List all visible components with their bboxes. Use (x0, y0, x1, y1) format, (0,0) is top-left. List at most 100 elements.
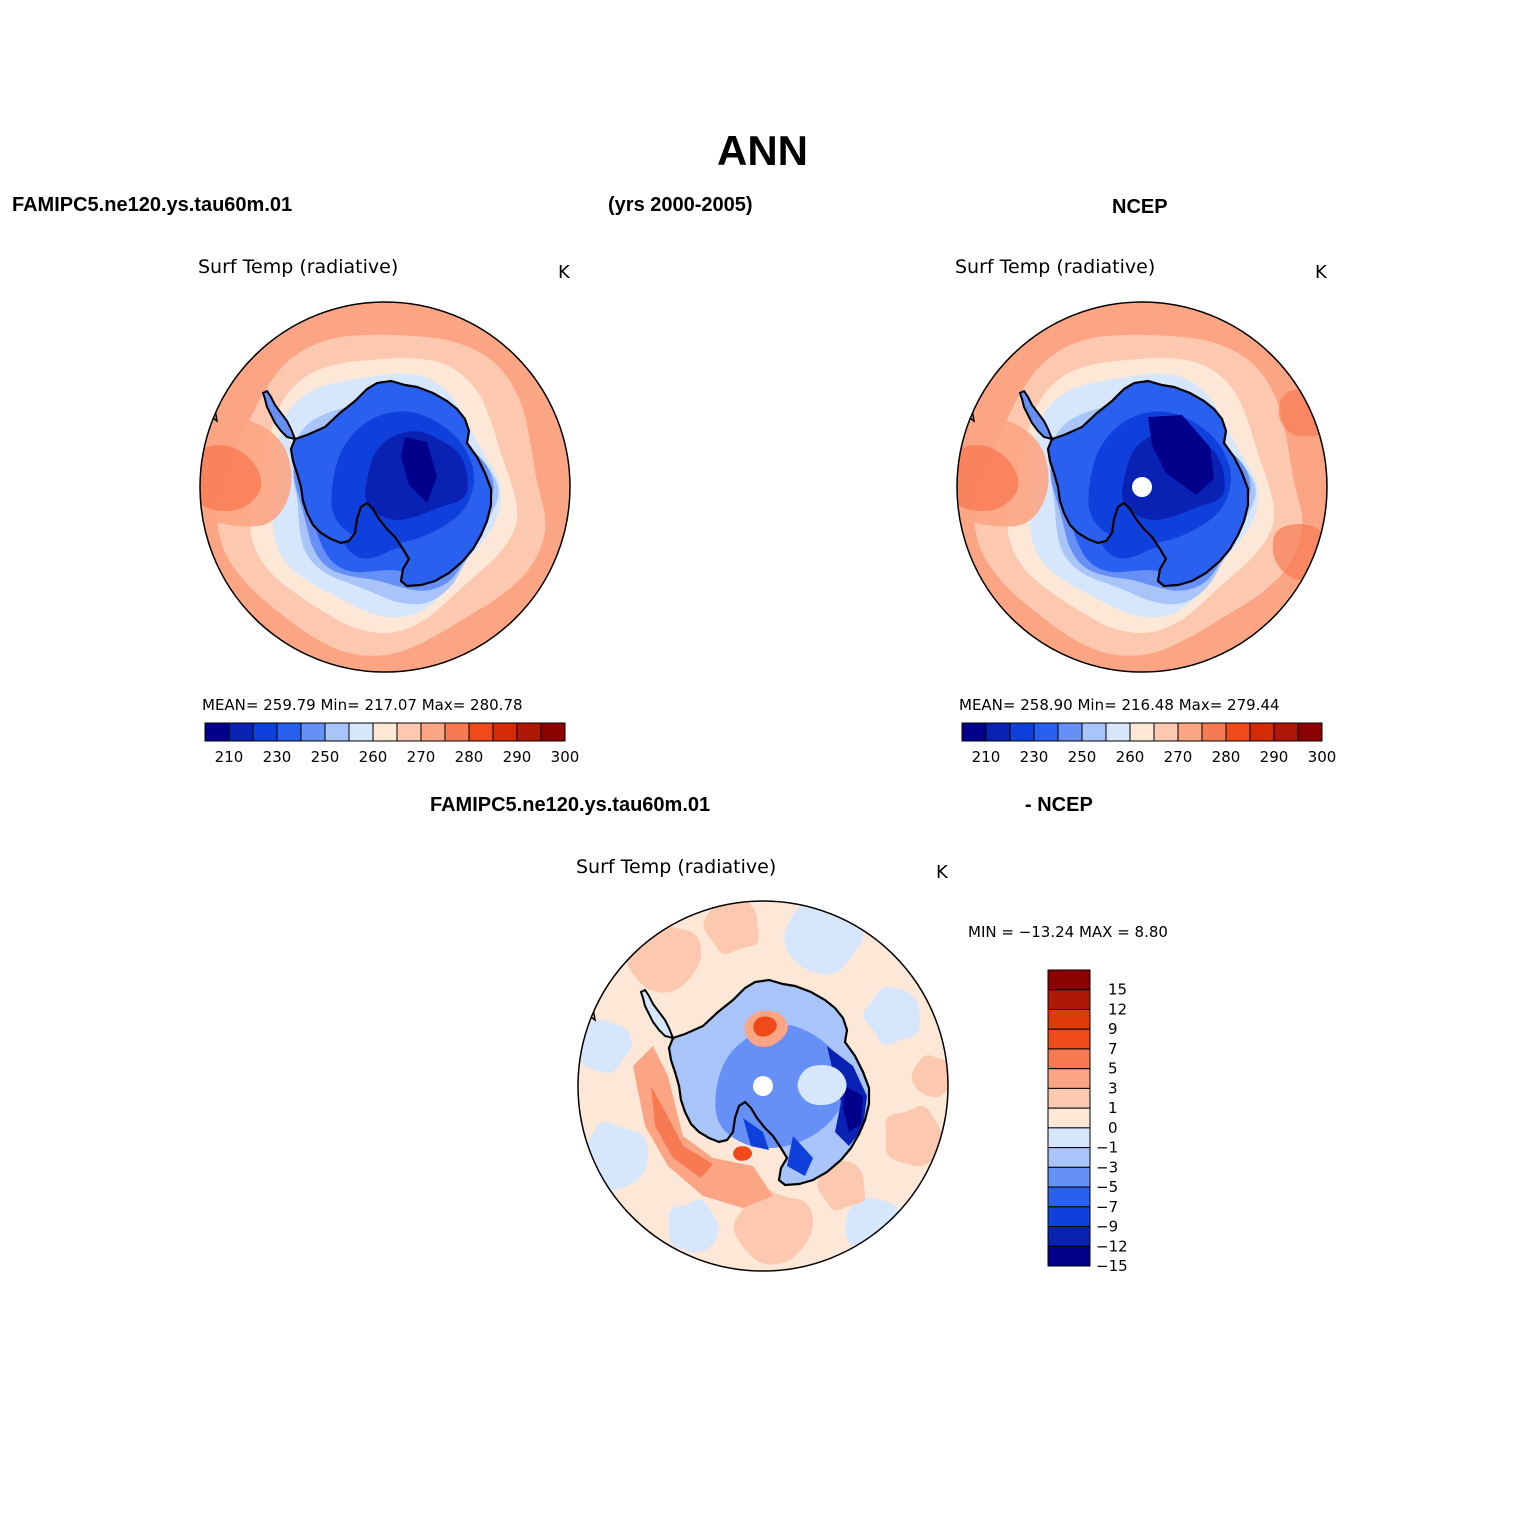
colorbar-swatch (252, 722, 278, 742)
colorbar-tick-label: 300 (1308, 748, 1337, 766)
field-warm-band (633, 1046, 773, 1208)
field-warm-core (200, 445, 262, 512)
colorbar-swatch (396, 722, 422, 742)
pole-missing-data (1132, 477, 1152, 497)
colorbar-swatch (420, 722, 446, 742)
field-cold-core (743, 1118, 769, 1150)
case-name-label: FAMIPC5.ne120.ys.tau60m.01 (12, 194, 293, 216)
colorbar-swatch (1047, 1226, 1091, 1247)
field-patch (703, 901, 759, 955)
field-warm-core (957, 445, 1019, 512)
page-title: ANN (717, 127, 808, 174)
coastline-peninsula (261, 389, 297, 441)
coastline (289, 379, 493, 588)
colorbar-swatch (228, 722, 254, 742)
colorbar-swatch (1057, 722, 1083, 742)
panel1-colorbar: 210 230 250 260 270 280 290 300 (204, 722, 579, 766)
colorbar-swatch (300, 722, 326, 742)
colorbar-swatch (985, 722, 1011, 742)
colorbar-swatch (204, 722, 230, 742)
colorbar-swatch (1129, 722, 1155, 742)
map-field (200, 302, 570, 672)
colorbar-swatch (1201, 722, 1227, 742)
colorbar-swatch (1009, 722, 1035, 742)
colorbar-tick-label: 7 (1108, 1040, 1118, 1058)
colorbar-swatch (1033, 722, 1059, 742)
years-label: (yrs 2000-2005) (608, 194, 753, 216)
panel1-unit: K (558, 262, 570, 283)
field-peninsula (641, 990, 673, 1038)
field-cold-core (787, 1136, 813, 1176)
diff-case-label: FAMIPC5.ne120.ys.tau60m.01 (430, 794, 711, 816)
colorbar-tick-label: 5 (1108, 1060, 1118, 1078)
panel3-unit: K (936, 862, 948, 883)
colorbar-swatch (1047, 1068, 1091, 1089)
colorbar-swatch (1047, 1087, 1091, 1109)
colorbar-swatch (1047, 989, 1091, 1010)
coastline (1046, 379, 1250, 588)
field-patch (863, 987, 920, 1045)
colorbar-swatch (1047, 1245, 1091, 1267)
colorbar-tick-label: 260 (359, 748, 388, 766)
colorbar-swatch (276, 722, 302, 742)
field-cold-max (843, 1086, 863, 1132)
map-field (578, 901, 948, 1271)
field-patch (817, 1160, 866, 1211)
map-rim (199, 301, 571, 673)
colorbar-tick-label: 250 (311, 748, 340, 766)
diff-obs-label: - NCEP (1025, 794, 1093, 816)
field-patch (578, 1019, 632, 1073)
colorbar-swatch (1225, 722, 1251, 742)
colorbar-swatch (348, 722, 374, 742)
colorbar-tick-label: 290 (1260, 748, 1289, 766)
colorbar-tick-label: 290 (503, 748, 532, 766)
colorbar-swatch (1047, 1166, 1091, 1188)
colorbar-swatch (1047, 1186, 1091, 1208)
field-peninsula (263, 391, 295, 439)
field-cold-interior (715, 1024, 848, 1149)
field-patch (885, 1105, 943, 1167)
colorbar-tick-label: 280 (1212, 748, 1241, 766)
panel2-stats: MEAN= 258.90 Min= 216.48 Max= 279.44 (959, 696, 1280, 714)
colorbar-swatch (1081, 722, 1107, 742)
colorbar-swatch (1047, 1127, 1091, 1149)
colorbar-swatch (516, 722, 542, 742)
colorbar-tick-label: 260 (1116, 748, 1145, 766)
field-warm-anomaly-core (753, 1016, 777, 1037)
field-plateau-min (401, 437, 437, 503)
colorbar-tick-label: −9 (1096, 1218, 1118, 1236)
colorbar-swatch (1047, 1206, 1091, 1228)
colorbar-swatch (492, 722, 518, 742)
field-plateau-min (1148, 415, 1214, 495)
colorbar-tick-label: 270 (407, 748, 436, 766)
panel3-title: Surf Temp (radiative) (576, 856, 777, 878)
colorbar-tick-label: 230 (263, 748, 292, 766)
colorbar-tick-label: −1 (1096, 1139, 1118, 1157)
coastline-peninsula (639, 988, 675, 1040)
colorbar-tick-label: 280 (455, 748, 484, 766)
colorbar-tick-label: 230 (1020, 748, 1049, 766)
colorbar-swatch (961, 722, 987, 742)
field-warm-core (651, 1086, 713, 1178)
field-warm-core (1278, 388, 1327, 437)
colorbar-tick-label: −15 (1096, 1257, 1128, 1275)
colorbar-swatch (1047, 1107, 1091, 1129)
colorbar-tick-label: 270 (1164, 748, 1193, 766)
colorbar-swatch (540, 722, 566, 742)
field-patch (668, 1199, 719, 1253)
colorbar-swatch (1047, 1028, 1091, 1050)
colorbar-swatch (1047, 1147, 1091, 1168)
colorbar-swatch (1047, 969, 1091, 991)
colorbar-swatch (1047, 1048, 1091, 1070)
field-patch (733, 1188, 814, 1265)
colorbar-tick-label: 250 (1068, 748, 1097, 766)
colorbar-swatch (324, 722, 350, 742)
colorbar-tick-label: 300 (551, 748, 580, 766)
pole-missing-data (753, 1076, 773, 1096)
panel1-title: Surf Temp (radiative) (198, 256, 399, 278)
colorbar-tick-label: 1 (1108, 1099, 1118, 1117)
colorbar-swatch (1273, 722, 1299, 742)
colorbar-swatch (1297, 722, 1323, 742)
map-rim (956, 301, 1328, 673)
